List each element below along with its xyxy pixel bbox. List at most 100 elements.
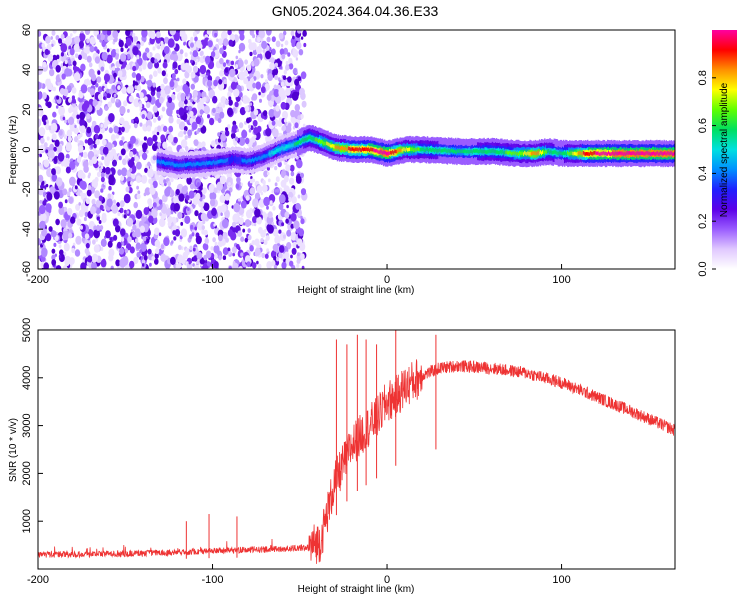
- spectrogram-ridge-cell: [432, 148, 434, 152]
- spectrogram-noise-dot: [204, 237, 210, 245]
- spectrogram-noise-dot: [301, 265, 305, 269]
- spectrogram-noise-dot: [159, 212, 162, 217]
- spectrogram-noise-dot: [69, 161, 76, 170]
- spectrogram-ridge-cell: [488, 149, 490, 153]
- spectrogram-ridge-cell: [475, 149, 477, 153]
- spectrogram-noise-dot: [194, 264, 200, 269]
- spectrogram-noise-dot: [121, 167, 128, 177]
- spectrogram-noise-dot: [74, 249, 81, 257]
- spectrogram-noise-dot: [98, 220, 102, 224]
- spectrogram-ridge-cell: [183, 162, 186, 167]
- spectrogram-noise-dot: [272, 228, 279, 237]
- spectrogram-noise-dot: [69, 176, 76, 186]
- spectrogram-ridge-cell: [530, 151, 532, 156]
- spectrogram-ridge-cell: [190, 162, 192, 166]
- spectrogram-noise-dot: [278, 117, 283, 122]
- spectrogram-noise-dot: [163, 125, 168, 132]
- spectrogram-ridge-cell: [320, 140, 322, 144]
- spectrogram-noise-dot: [252, 198, 259, 208]
- spectrogram-noise-dot: [214, 32, 218, 38]
- spectrogram-noise-dot: [239, 33, 245, 41]
- spectrogram-ridge-cell: [396, 150, 398, 154]
- spectrogram-ridge-cell: [439, 148, 441, 152]
- spectrogram-noise-dot: [86, 126, 92, 134]
- spectrogram-ridge-cell: [330, 144, 332, 149]
- spectrogram-noise-dot: [147, 79, 153, 88]
- spectrogram-noise-dot: [51, 133, 57, 141]
- spectrogram-noise-dot: [170, 177, 174, 183]
- spectrogram-noise-dot: [251, 262, 257, 269]
- spectrogram-noise-dot: [146, 137, 154, 147]
- spectrogram-ridge-cell: [579, 151, 582, 155]
- spectrogram-noise-dot: [199, 185, 203, 191]
- spectrogram-noise-dot: [102, 139, 107, 146]
- spectrogram-ridge-cell: [170, 162, 172, 166]
- spectrogram-ridge-layer: [156, 124, 675, 179]
- spectrogram-ridge-cell: [593, 151, 595, 155]
- spectrogram-ridge-cell: [163, 160, 165, 164]
- spectrogram-noise-dot: [46, 43, 52, 51]
- spectrogram-noise-dot: [66, 191, 71, 197]
- spectrogram-noise-dot: [135, 209, 143, 219]
- spectrogram-ridge-cell: [372, 147, 374, 152]
- spectrogram-noise-dot: [49, 186, 55, 194]
- spectrogram-noise-dot: [97, 86, 103, 93]
- spectrogram-noise-dot: [265, 127, 272, 137]
- spectrogram-noise-dot: [274, 74, 278, 80]
- spectrogram-ridge-cell: [242, 159, 244, 163]
- spectrogram-ridge-cell: [516, 151, 519, 156]
- spectrogram-noise-dot: [220, 204, 227, 213]
- spectrogram-noise-dot: [154, 61, 160, 69]
- spectrogram-ridge-cell: [616, 152, 618, 156]
- spectrogram-noise-dot: [93, 229, 100, 239]
- spectrogram-noise-dot: [218, 102, 222, 108]
- spectrogram-ridge-cell: [442, 148, 444, 153]
- spectrogram-noise-dot: [295, 202, 301, 210]
- spectrogram-noise-dot: [115, 225, 121, 233]
- spectrogram-ridge-cell: [415, 148, 417, 152]
- spectrogram-noise-dot: [295, 175, 302, 184]
- spectrogram-noise-dot: [158, 199, 163, 205]
- spectrogram-ridge-cell: [495, 150, 498, 154]
- spectrogram-noise-dot: [168, 116, 174, 124]
- spectrogram-noise-dot: [160, 244, 165, 250]
- spectrogram-noise-dot: [129, 246, 135, 254]
- spectrogram-ridge-cell: [289, 144, 292, 149]
- spectrogram-noise-dot: [158, 232, 162, 237]
- spectrogram-ridge-cell: [458, 149, 460, 154]
- spectrogram-noise-dot: [228, 39, 234, 47]
- spectrogram-noise-dot: [172, 54, 179, 62]
- spectrogram-noise-dot: [218, 255, 222, 261]
- spectrogram-noise-dot: [118, 39, 124, 48]
- spectrogram-noise-dot: [84, 30, 91, 35]
- spectrogram-noise-dot: [224, 193, 230, 201]
- spectrogram-noise-dot: [196, 182, 200, 187]
- spectrogram-ridge-cell: [642, 151, 644, 155]
- spectrogram-ridge-cell: [383, 150, 386, 155]
- spectrogram-noise-dot: [123, 125, 130, 133]
- spectrogram-noise-dot: [177, 132, 182, 138]
- spectrogram-noise-dot: [115, 60, 121, 68]
- spectrogram-noise-dot: [210, 51, 216, 58]
- spectrogram-noise-dot: [247, 228, 251, 234]
- spectrogram-noise-dot: [278, 203, 284, 210]
- spectrogram-ridge-cell: [235, 158, 237, 163]
- spectrogram-noise-dot: [244, 59, 249, 65]
- spectrogram-ridge-cell: [469, 149, 472, 154]
- spectrogram-noise-dot: [161, 106, 166, 112]
- spectrogram-noise-dot: [192, 89, 198, 98]
- spectrogram-noise-dot: [38, 70, 41, 76]
- spectrogram-noise-dot: [55, 35, 60, 41]
- spectrogram-noise-dot: [182, 251, 189, 260]
- spectrogram-noise-dot: [222, 38, 229, 47]
- spectrogram-noise-dot: [274, 182, 278, 187]
- spectrogram-ridge-cell: [613, 151, 615, 156]
- spectrogram-noise-dot: [40, 137, 45, 144]
- spectrogram-noise-dot: [300, 188, 307, 196]
- spectrogram-noise-dot: [222, 103, 226, 108]
- spectrogram-noise-dot: [152, 46, 156, 51]
- spectrogram-noise-dot: [178, 100, 185, 109]
- spectrogram-ridge-cell: [173, 163, 175, 167]
- spectrogram-noise-dot: [227, 124, 231, 129]
